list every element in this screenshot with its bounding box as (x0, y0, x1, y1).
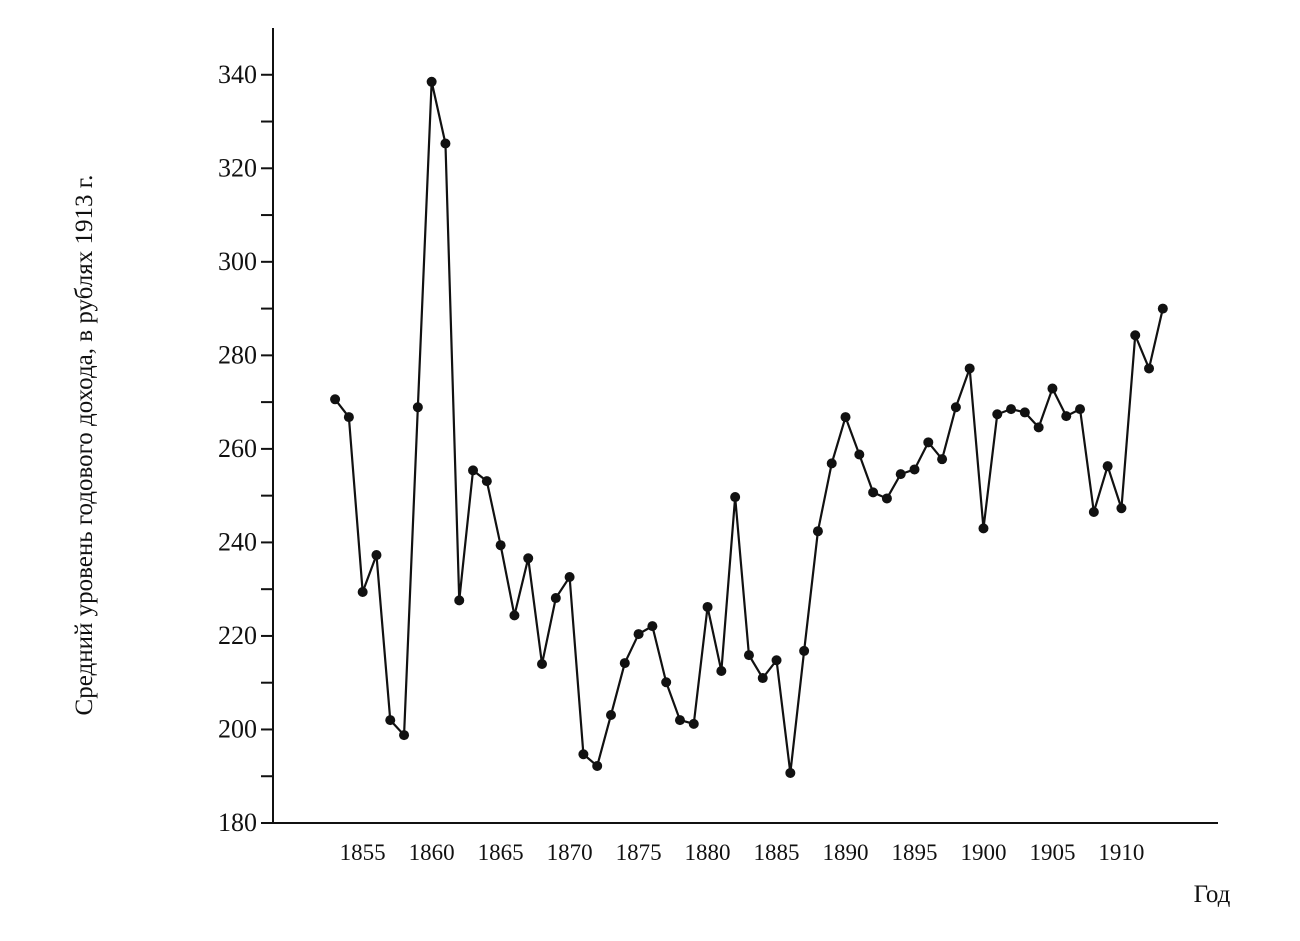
data-point (978, 523, 989, 534)
data-point (605, 709, 616, 720)
data-point (757, 673, 768, 684)
data-point (992, 409, 1003, 420)
x-tick-label: 1855 (340, 840, 386, 865)
y-tick-label: 280 (218, 340, 257, 369)
data-point (674, 715, 685, 726)
x-tick-label: 1890 (823, 840, 869, 865)
y-tick-label: 200 (218, 714, 257, 743)
x-tick-label: 1900 (960, 840, 1006, 865)
data-point (771, 655, 782, 666)
data-point (702, 601, 713, 612)
data-point (1075, 404, 1086, 415)
data-point (550, 593, 561, 604)
data-point (454, 595, 465, 606)
x-tick-label: 1860 (409, 840, 455, 865)
data-point (619, 658, 630, 669)
y-tick-label: 180 (218, 808, 257, 837)
x-tick-label: 1880 (685, 840, 731, 865)
data-point (412, 402, 423, 413)
data-point (826, 458, 837, 469)
data-point (371, 550, 382, 561)
x-tick-label: 1910 (1098, 840, 1144, 865)
data-point (440, 138, 451, 149)
data-point (537, 659, 548, 669)
data-point (578, 749, 589, 760)
data-point (509, 610, 520, 621)
y-tick-label: 240 (218, 527, 257, 556)
data-point (743, 650, 754, 661)
data-point (1061, 411, 1072, 422)
data-point (1047, 383, 1058, 394)
x-tick-label: 1885 (754, 840, 800, 865)
data-point (357, 586, 368, 597)
x-tick-label: 1875 (616, 840, 662, 865)
data-point (868, 487, 879, 498)
data-point (1130, 330, 1141, 341)
x-tick-label: 1905 (1029, 840, 1075, 865)
data-point (730, 492, 741, 503)
data-point (1033, 422, 1044, 433)
data-point (881, 493, 892, 504)
y-tick-label: 320 (218, 153, 257, 182)
data-point (1102, 461, 1113, 472)
data-point (1144, 363, 1155, 374)
y-axis-label: Средний уровень годового дохода, в рубля… (71, 175, 98, 716)
data-point (1157, 303, 1168, 314)
data-point (1019, 407, 1030, 418)
data-point (564, 572, 575, 583)
data-point (923, 437, 934, 448)
data-point (937, 454, 948, 465)
x-axis-label: Год (1194, 881, 1231, 908)
data-point (964, 363, 975, 374)
data-point (785, 767, 796, 778)
data-point (840, 412, 851, 423)
data-point (523, 553, 534, 564)
data-point (812, 526, 823, 537)
data-point (495, 540, 506, 551)
data-point (909, 464, 920, 475)
data-point (399, 730, 410, 741)
data-point (854, 449, 865, 460)
y-tick-label: 220 (218, 621, 257, 650)
data-point (895, 469, 906, 480)
y-tick-label: 340 (218, 60, 257, 89)
y-tick-label: 300 (218, 247, 257, 276)
data-point (1116, 503, 1127, 514)
data-point (633, 629, 644, 640)
x-tick-label: 1895 (891, 840, 937, 865)
data-point (468, 465, 479, 476)
data-point (647, 621, 658, 632)
data-point (343, 412, 354, 423)
data-point (426, 76, 437, 87)
data-point (799, 645, 810, 656)
y-tick-label: 260 (218, 434, 257, 463)
data-point (950, 402, 961, 413)
data-point (330, 394, 341, 405)
data-point (592, 760, 603, 771)
data-point (481, 476, 492, 487)
data-point (716, 666, 727, 677)
x-tick-label: 1870 (547, 840, 593, 865)
data-point (1006, 404, 1017, 415)
data-point (1088, 507, 1099, 518)
data-point (385, 715, 396, 726)
x-tick-label: 1865 (478, 840, 524, 865)
data-point (661, 677, 672, 688)
data-point (688, 718, 699, 729)
